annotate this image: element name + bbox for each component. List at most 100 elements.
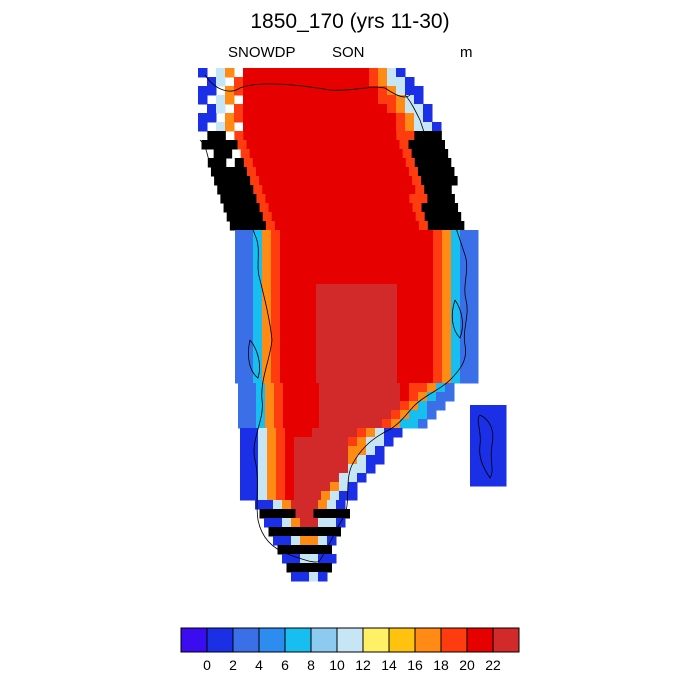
map-cell <box>424 374 434 384</box>
map-cell <box>285 455 295 465</box>
map-cell <box>366 464 376 474</box>
map-cell <box>334 374 344 384</box>
map-cell <box>343 329 353 339</box>
map-cell <box>313 563 323 573</box>
map-cell <box>424 239 434 249</box>
map-cell <box>271 302 281 312</box>
map-cell <box>288 68 298 78</box>
map-cell <box>253 329 263 339</box>
map-cell <box>277 527 287 537</box>
map-cell <box>451 230 461 240</box>
map-cell <box>415 302 425 312</box>
map-cell <box>364 383 374 393</box>
map-cell <box>318 167 329 177</box>
map-cell <box>375 455 385 465</box>
map-cell <box>238 221 249 231</box>
map-cell <box>451 320 461 330</box>
map-cell <box>360 86 370 96</box>
map-cell <box>406 320 416 330</box>
map-cell <box>198 122 208 132</box>
map-cell <box>334 257 344 267</box>
map-cell <box>469 329 479 339</box>
map-cell <box>280 356 290 366</box>
map-cell <box>379 329 389 339</box>
map-cell <box>234 113 244 123</box>
map-cell <box>310 410 320 420</box>
map-cell <box>352 320 362 330</box>
map-cell <box>324 122 334 132</box>
map-cell <box>295 176 305 186</box>
map-cell <box>339 473 349 483</box>
map-cell <box>497 414 507 424</box>
map-cell <box>460 266 470 276</box>
map-cell <box>276 149 287 159</box>
map-cell <box>442 320 452 330</box>
map-cell <box>253 248 263 258</box>
map-cell <box>387 68 397 78</box>
map-cell <box>307 293 317 303</box>
map-cell <box>388 185 398 195</box>
colorbar-tick-label: 6 <box>281 657 289 673</box>
map-cell <box>424 284 434 294</box>
map-cell <box>372 167 383 177</box>
map-cell <box>271 293 281 303</box>
map-cell <box>273 140 283 150</box>
map-cell <box>361 347 371 357</box>
map-cell <box>271 320 281 330</box>
map-cell <box>319 221 330 231</box>
map-cell <box>321 446 331 456</box>
map-cell <box>352 356 362 366</box>
map-cell <box>337 401 347 411</box>
map-cell <box>325 329 335 339</box>
map-cell <box>303 473 313 483</box>
map-cell <box>339 455 349 465</box>
map-cell <box>379 284 389 294</box>
map-cell <box>442 374 452 384</box>
map-cell <box>370 320 380 330</box>
map-cell <box>279 104 289 114</box>
map-cell <box>312 455 322 465</box>
map-cell <box>253 185 263 195</box>
map-cell <box>216 95 226 105</box>
map-cell <box>298 266 308 276</box>
map-cell <box>316 239 326 249</box>
map-cell <box>469 257 479 267</box>
map-cell <box>334 311 344 321</box>
map-cell <box>268 203 279 213</box>
map-cell <box>252 131 262 141</box>
map-cell <box>342 95 352 105</box>
map-cell <box>325 212 336 222</box>
map-cell <box>283 194 293 204</box>
map-cell <box>451 239 461 249</box>
map-cell <box>442 365 452 375</box>
map-cell <box>406 230 416 240</box>
map-cell <box>497 477 507 487</box>
map-cell <box>244 329 254 339</box>
map-cell <box>442 329 452 339</box>
map-cell <box>433 248 443 258</box>
map-cell <box>469 248 479 258</box>
map-cell <box>321 437 331 447</box>
map-cell <box>253 338 263 348</box>
map-cell <box>360 131 370 141</box>
map-cell <box>316 230 326 240</box>
map-cell <box>225 113 235 123</box>
map-cell <box>433 356 443 366</box>
map-cell <box>351 95 361 105</box>
map-cell <box>424 311 434 321</box>
map-cell <box>414 122 424 132</box>
map-cell <box>388 212 399 222</box>
map-cell <box>348 428 358 438</box>
map-cell <box>276 491 286 501</box>
map-cell <box>280 185 290 195</box>
map-cell <box>276 455 286 465</box>
map-cell <box>369 158 380 168</box>
map-cell <box>397 239 407 249</box>
map-cell <box>198 95 208 105</box>
map-cell <box>267 482 277 492</box>
map-cell <box>435 140 445 150</box>
map-cell <box>252 104 262 114</box>
map-cell <box>276 428 286 438</box>
map-cell <box>351 122 361 132</box>
map-cell <box>280 293 290 303</box>
